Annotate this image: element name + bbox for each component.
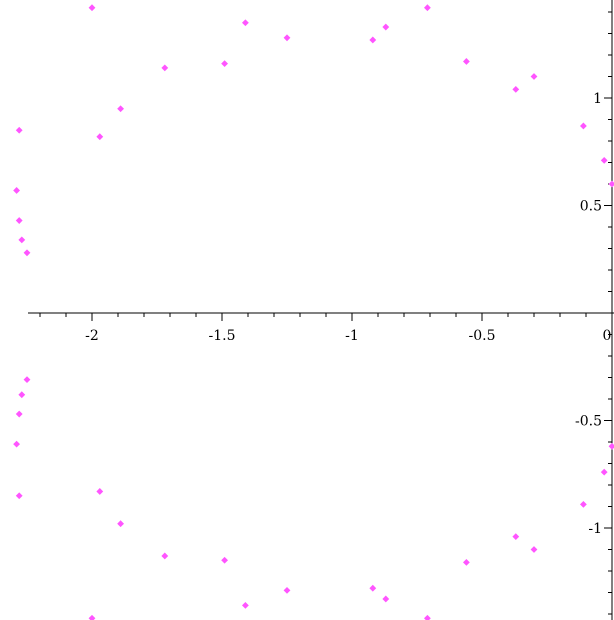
data-point: [600, 156, 608, 164]
data-point: [18, 236, 26, 244]
data-point: [117, 105, 124, 113]
data-point: [13, 187, 20, 194]
data-point: [463, 58, 470, 65]
axes: [28, 0, 614, 620]
data-point: [221, 60, 228, 67]
data-point: [369, 584, 377, 592]
data-point: [221, 556, 228, 564]
y-tick-label: 1: [593, 91, 602, 107]
data-point: [530, 73, 538, 80]
data-point: [530, 546, 538, 553]
data-point: [242, 602, 249, 609]
x-tick-label: -1.5: [209, 328, 236, 344]
data-point: [161, 64, 169, 72]
x-tick-label: -2: [85, 328, 99, 344]
data-point: [13, 440, 20, 448]
y-tick-label: -0.5: [575, 414, 602, 430]
data-point: [15, 492, 23, 500]
data-point: [23, 376, 31, 384]
data-point: [23, 249, 31, 257]
data-point: [161, 552, 169, 560]
data-point: [382, 595, 390, 603]
data-point: [600, 468, 608, 476]
y-tick-label: 0.5: [580, 199, 602, 215]
data-point: [283, 34, 291, 42]
x-tick-label: -1: [345, 328, 359, 344]
data-points: [13, 4, 614, 620]
data-point: [463, 559, 470, 566]
data-point: [580, 500, 587, 508]
data-point: [96, 488, 104, 495]
data-point: [96, 133, 104, 141]
data-point: [15, 217, 23, 224]
data-point: [424, 4, 431, 12]
data-point: [15, 410, 23, 418]
data-point: [608, 180, 614, 188]
data-point: [580, 122, 587, 130]
data-point: [424, 614, 431, 620]
x-tick-label: 0: [603, 328, 612, 344]
y-tick-label: -1: [588, 521, 602, 537]
tick-marks: [39, 11, 613, 615]
data-point: [18, 391, 26, 399]
data-point: [283, 586, 291, 594]
tick-labels: -2 -1.5 -1 -0.5 0 1 0.5 -0.5 -1: [85, 91, 611, 537]
data-point: [608, 442, 614, 450]
data-point: [512, 533, 520, 540]
data-point: [382, 23, 390, 31]
data-point: [242, 19, 249, 27]
data-point: [369, 36, 377, 44]
data-point: [88, 614, 96, 620]
x-tick-label: -0.5: [469, 328, 496, 344]
data-point: [117, 520, 124, 528]
data-point: [512, 86, 520, 93]
data-point: [88, 4, 96, 12]
data-point: [15, 126, 23, 134]
